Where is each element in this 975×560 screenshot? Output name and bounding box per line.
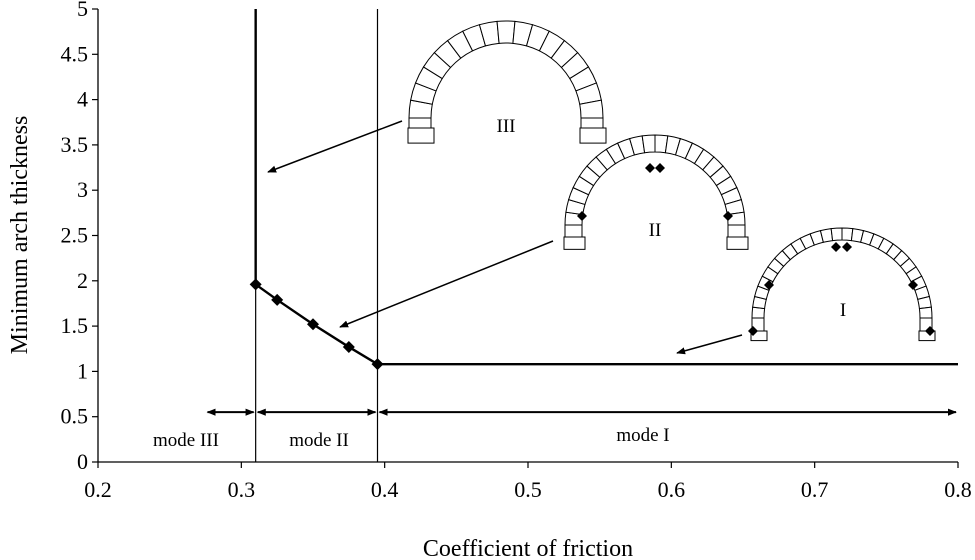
y-tick-label: 2.5 xyxy=(61,223,89,248)
arch-III-label: III xyxy=(497,116,516,137)
data-point-marker xyxy=(371,358,384,371)
hinge-marker xyxy=(645,163,655,173)
arch-II-pointer-arrow xyxy=(339,240,554,328)
x-tick-label: 0.5 xyxy=(514,477,542,502)
arch-III-pointer-arrow xyxy=(267,120,403,173)
hinge-marker xyxy=(831,242,841,252)
thickness-curve-line xyxy=(254,9,958,366)
mode-I-label: mode I xyxy=(616,425,669,446)
y-tick-label: 3.5 xyxy=(61,132,89,157)
x-axis-title: Coefficient of friction xyxy=(423,536,633,560)
arch-mode-I-illustration xyxy=(748,227,936,342)
mode-boundary-lines xyxy=(255,9,379,462)
voussoir-block xyxy=(407,127,435,144)
y-tick-label: 5 xyxy=(77,0,88,21)
minimum-thickness-curve xyxy=(249,9,958,371)
voussoir-block xyxy=(496,20,516,44)
mode-II-label: mode II xyxy=(289,430,349,451)
x-tick-label: 0.7 xyxy=(801,477,829,502)
voussoir-block xyxy=(580,117,604,129)
x-tick-label: 0.2 xyxy=(84,477,112,502)
y-tick-label: 0 xyxy=(77,449,88,474)
hinge-marker xyxy=(577,211,587,221)
y-tick-label: 4.5 xyxy=(61,41,89,66)
axes: 0 0.5 1 1.5 2 2.5 3 3.5 4 4.5 5 0.2 0.3 0.4 0.5 0.6 0.7 0… xyxy=(61,0,972,502)
arch-mode-III-illustration xyxy=(407,20,607,144)
voussoir-block xyxy=(830,227,843,242)
y-tick-label: 0.5 xyxy=(61,404,89,429)
voussoir-block xyxy=(918,306,933,319)
x-tick-label: 0.6 xyxy=(658,477,686,502)
data-point-marker xyxy=(307,318,319,331)
arch-II-label: II xyxy=(649,220,662,241)
data-point-marker xyxy=(249,278,262,291)
voussoir-block xyxy=(564,224,583,238)
arch-I-label: I xyxy=(840,300,846,321)
hinge-marker xyxy=(908,280,918,290)
arch-mode-II-illustration xyxy=(563,134,749,250)
hinge-marker xyxy=(842,242,852,252)
x-tick-label: 0.4 xyxy=(371,477,399,502)
voussoir-block xyxy=(579,127,607,144)
arch-I-pointer-arrow xyxy=(676,334,743,355)
hinge-marker xyxy=(748,326,758,336)
voussoir-block xyxy=(727,224,746,238)
voussoir-block xyxy=(563,236,586,250)
x-tick-label: 0.8 xyxy=(944,477,972,502)
y-tick-label: 4 xyxy=(77,87,88,112)
y-tick-label: 1.5 xyxy=(61,313,89,338)
hinge-marker xyxy=(925,326,935,336)
y-tick-label: 2 xyxy=(77,268,88,293)
voussoir-block xyxy=(750,330,768,342)
hinge-marker xyxy=(723,211,733,221)
data-point-marker xyxy=(342,340,355,353)
x-tick-label: 0.3 xyxy=(228,477,256,502)
y-axis-title: Minimum arch thickness xyxy=(7,116,33,355)
voussoir-block xyxy=(641,134,656,154)
hinge-marker xyxy=(764,280,774,290)
y-tick-label: 1 xyxy=(77,358,88,383)
voussoir-block xyxy=(408,117,432,129)
voussoir-block xyxy=(726,236,749,250)
y-tick-label: 3 xyxy=(77,177,88,202)
mode-III-label: mode III xyxy=(153,430,219,451)
data-point-marker xyxy=(271,293,284,306)
hinge-marker xyxy=(655,163,665,173)
